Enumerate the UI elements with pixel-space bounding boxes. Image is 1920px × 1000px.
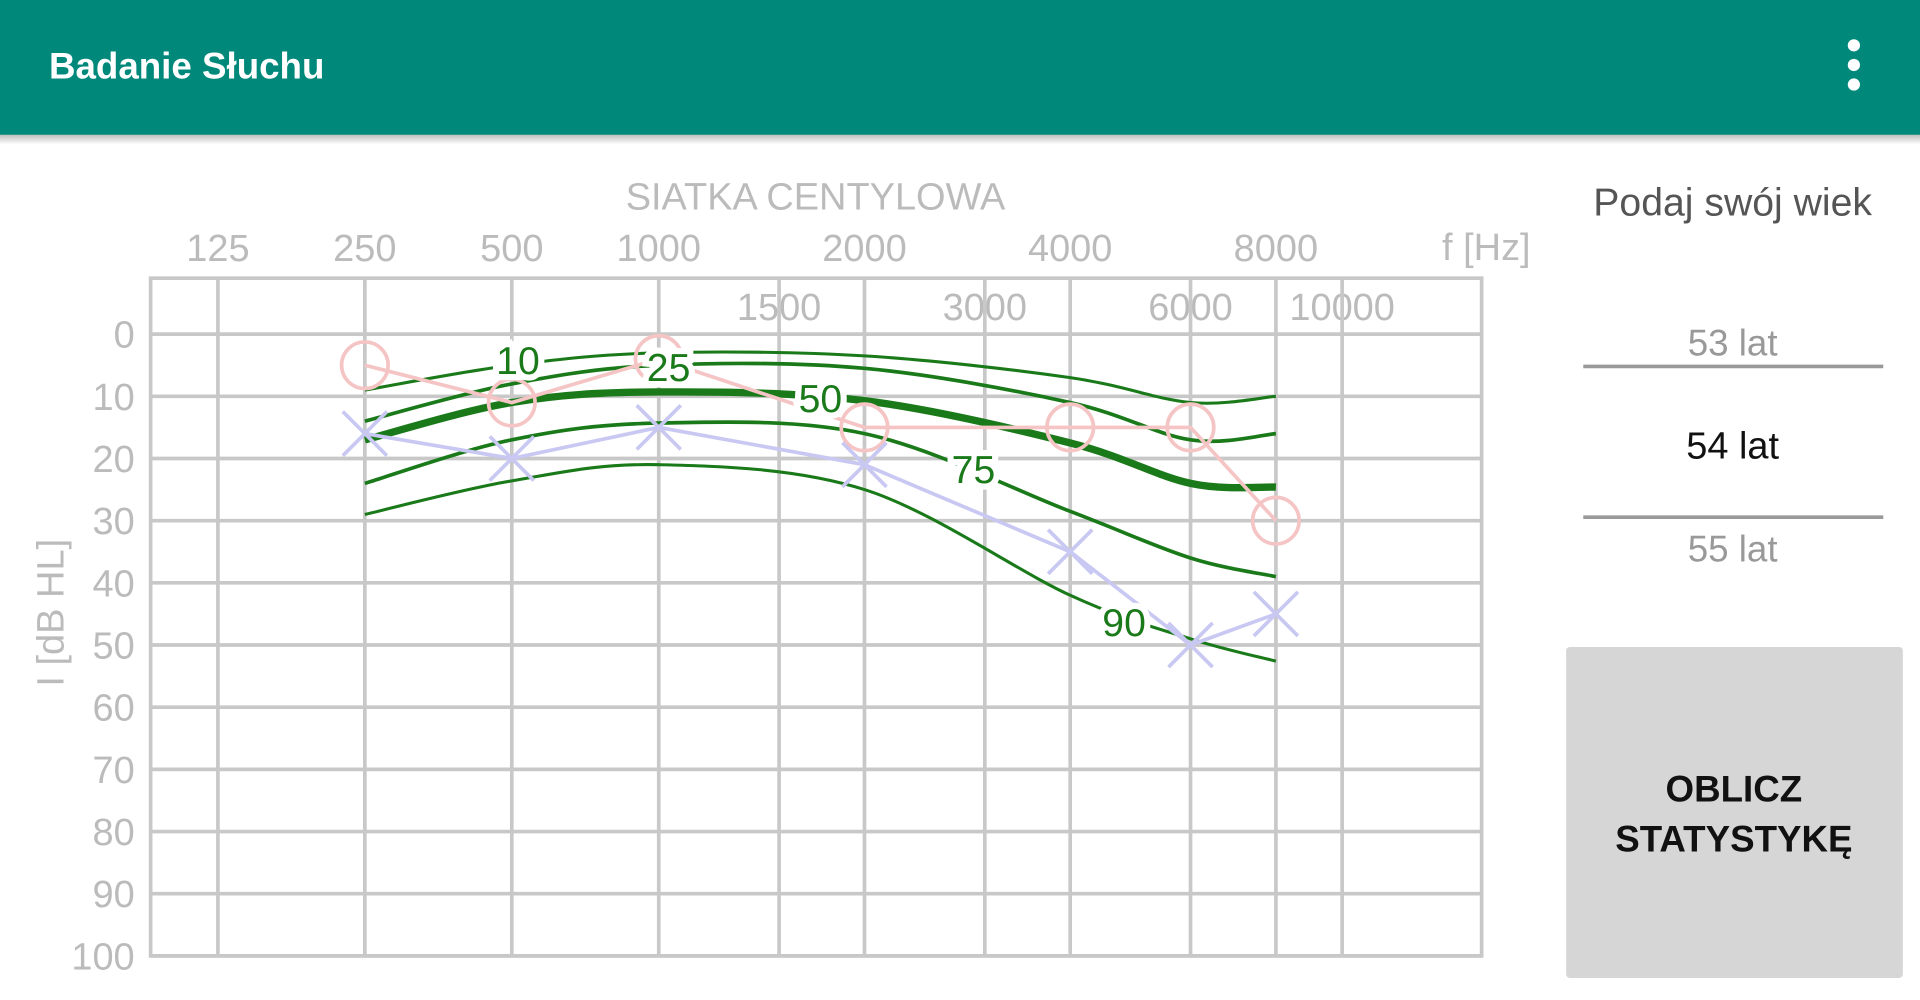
chart-title: SIATKA CENTYLOWA bbox=[626, 177, 1006, 219]
percentile-curve bbox=[364, 420, 1277, 579]
age-option[interactable]: 53 lat bbox=[1688, 322, 1778, 363]
marker-circle bbox=[1165, 402, 1216, 453]
y-tick-label: 90 bbox=[92, 874, 134, 916]
x-tick-label: 1000 bbox=[617, 228, 701, 270]
percentile-label: 90 bbox=[1102, 602, 1146, 645]
marker-circle bbox=[486, 377, 537, 428]
marker-x bbox=[1167, 621, 1214, 669]
app-title: Badanie Słuchu bbox=[49, 45, 324, 86]
marker-x bbox=[1252, 590, 1300, 638]
age-label: Podaj swój wiek bbox=[1593, 182, 1872, 225]
marker-circle bbox=[633, 333, 684, 385]
app-bar bbox=[0, 0, 1920, 135]
percentile-label: 25 bbox=[647, 347, 691, 390]
x-tick-label: 8000 bbox=[1234, 228, 1318, 270]
percentile-label: 50 bbox=[799, 378, 843, 421]
y-tick-label: 10 bbox=[92, 377, 134, 419]
x-tick-label: 500 bbox=[480, 228, 543, 270]
age-option[interactable]: 55 lat bbox=[1688, 528, 1778, 569]
button-label[interactable]: OBLICZ bbox=[1666, 768, 1803, 809]
x-tick-label: 4000 bbox=[1028, 228, 1112, 270]
percentile-curve bbox=[364, 350, 1277, 405]
marker-x bbox=[341, 410, 389, 457]
marker-circle bbox=[1250, 495, 1302, 546]
threshold-line bbox=[364, 357, 1278, 522]
plot-frame bbox=[148, 276, 1484, 958]
percentile-label: 75 bbox=[952, 449, 996, 492]
y-axis-label: I [dB HL] bbox=[31, 539, 73, 687]
marker-x bbox=[488, 435, 536, 482]
button-label[interactable]: STATYSTYKĘ bbox=[1615, 819, 1852, 860]
y-tick-label: 70 bbox=[92, 750, 134, 792]
age-option-selected[interactable]: 54 lat bbox=[1686, 425, 1779, 467]
button-background[interactable] bbox=[1566, 647, 1903, 978]
y-tick-label: 40 bbox=[92, 563, 134, 605]
marker-x bbox=[635, 404, 683, 451]
app-bar-shadow bbox=[0, 134, 1920, 145]
marker-circle bbox=[839, 402, 890, 453]
x-tick-label: 125 bbox=[186, 228, 249, 270]
overflow-menu[interactable] bbox=[1847, 39, 1860, 91]
y-tick-label: 50 bbox=[92, 625, 134, 667]
y-tick-label: 30 bbox=[92, 501, 134, 543]
marker-x bbox=[841, 441, 888, 489]
marker-circle bbox=[339, 340, 390, 391]
x-tick-label: 250 bbox=[333, 228, 396, 270]
marker-circle bbox=[1045, 402, 1096, 453]
y-tick-label: 0 bbox=[114, 315, 135, 357]
percentile-curve bbox=[364, 361, 1277, 444]
chart: SIATKA CENTYLOWA f [Hz] I [dB HL] 0 10 20 3… bbox=[31, 177, 1531, 979]
y-tick-label: 60 bbox=[92, 688, 134, 730]
y-tick-label: 20 bbox=[92, 439, 134, 481]
y-tick-label: 100 bbox=[71, 936, 134, 978]
percentile-label: 10 bbox=[496, 340, 540, 383]
marker-x bbox=[1046, 528, 1094, 576]
y-tick-label: 80 bbox=[92, 812, 134, 854]
x-axis-label: f [Hz] bbox=[1442, 227, 1531, 269]
x-tick-label: 2000 bbox=[822, 228, 906, 270]
calculate-button[interactable]: OBLICZ STATYSTYKĘ bbox=[1566, 647, 1903, 978]
percentile-curve bbox=[364, 463, 1277, 663]
